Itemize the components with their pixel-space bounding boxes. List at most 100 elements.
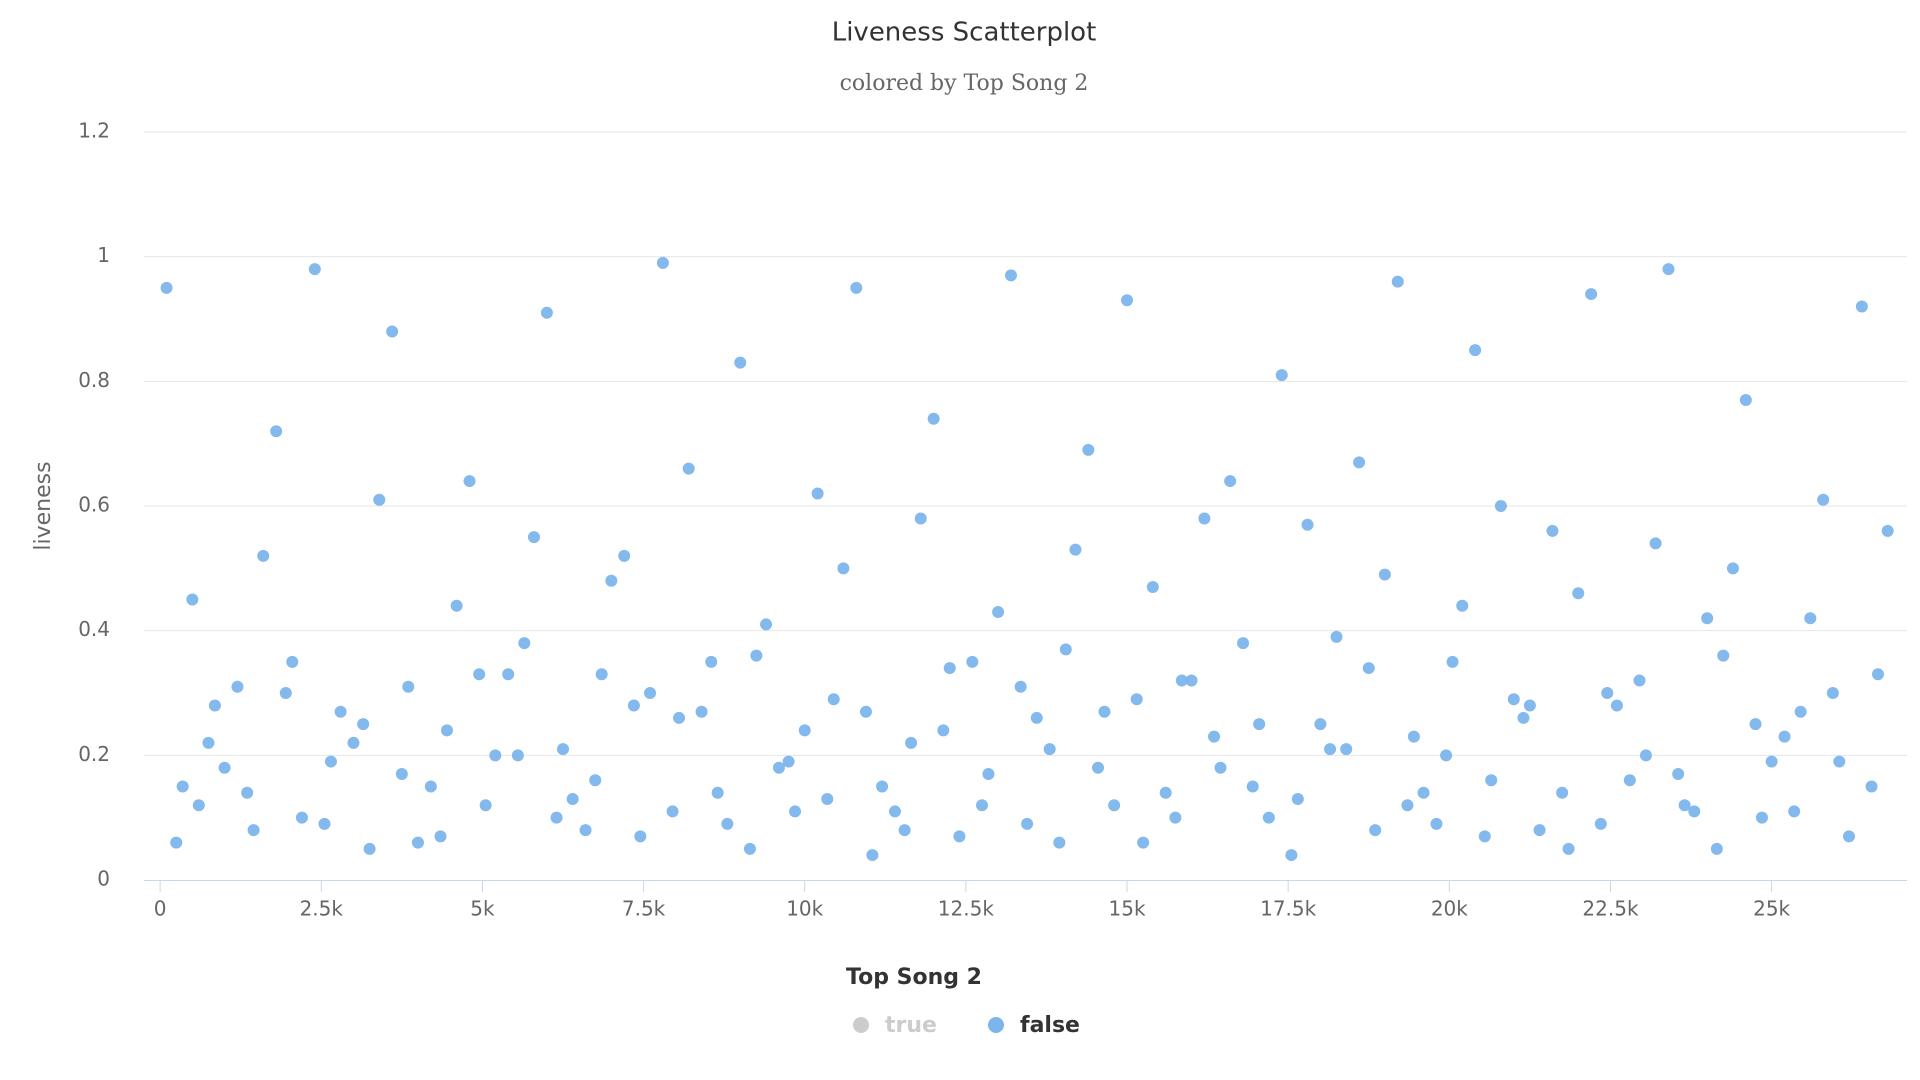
- x-tick-label: 0: [154, 897, 167, 921]
- data-point: [334, 705, 347, 718]
- data-point: [463, 475, 476, 488]
- data-point: [1594, 817, 1607, 830]
- legend-marker[interactable]: [853, 1017, 869, 1033]
- legend-marker[interactable]: [988, 1017, 1004, 1033]
- data-point: [1842, 830, 1855, 843]
- data-point: [1053, 836, 1066, 849]
- data-point: [527, 531, 540, 544]
- data-point: [1469, 344, 1482, 357]
- y-tick-label: 1.2: [78, 119, 110, 143]
- data-point: [1069, 543, 1082, 556]
- data-point: [937, 724, 950, 737]
- data-point: [1865, 780, 1878, 793]
- data-point: [440, 724, 453, 737]
- data-point: [644, 687, 657, 699]
- data-point: [550, 811, 563, 824]
- data-point: [1340, 743, 1353, 756]
- x-tick-label: 5k: [470, 897, 495, 921]
- legend-title: Top Song 2: [846, 965, 982, 990]
- data-point: [1121, 294, 1134, 307]
- data-point: [760, 618, 773, 631]
- data-point: [1717, 649, 1730, 662]
- data-point: [1098, 705, 1111, 718]
- data-point: [789, 805, 802, 818]
- data-point: [750, 649, 763, 662]
- data-point: [1253, 718, 1266, 731]
- data-point: [1043, 743, 1056, 756]
- data-point: [170, 836, 183, 849]
- data-point: [1224, 475, 1237, 488]
- y-tick-label: 0.4: [78, 617, 110, 641]
- data-point: [1456, 599, 1469, 612]
- data-point: [357, 718, 370, 731]
- data-point: [1788, 805, 1801, 818]
- data-point: [1523, 699, 1536, 712]
- data-point: [1246, 780, 1259, 793]
- data-point: [1639, 749, 1652, 762]
- data-point: [1378, 568, 1391, 581]
- data-point: [1291, 792, 1304, 805]
- data-point: [1546, 524, 1559, 537]
- data-point: [1755, 811, 1768, 824]
- data-point: [673, 711, 686, 724]
- data-point: [953, 830, 966, 843]
- data-point: [1833, 755, 1846, 768]
- data-point: [1623, 774, 1636, 787]
- data-point: [1417, 786, 1430, 799]
- data-point: [1533, 824, 1546, 837]
- data-point: [1701, 612, 1714, 625]
- data-point: [1401, 799, 1414, 812]
- data-point: [1021, 817, 1034, 830]
- data-point: [1301, 518, 1314, 531]
- data-point: [975, 799, 988, 812]
- data-point: [411, 836, 424, 849]
- data-point: [473, 668, 486, 681]
- data-point: [1446, 655, 1459, 668]
- data-point: [1198, 512, 1211, 525]
- x-tick-label: 7.5k: [622, 897, 666, 921]
- data-point: [1391, 275, 1404, 288]
- data-point: [811, 487, 824, 500]
- data-point: [1275, 369, 1288, 382]
- data-point: [424, 780, 437, 793]
- data-point: [1794, 705, 1807, 718]
- data-point: [966, 655, 979, 668]
- data-point: [589, 774, 602, 787]
- legend-label[interactable]: true: [885, 1013, 937, 1038]
- data-point: [992, 605, 1005, 618]
- data-point: [518, 637, 531, 650]
- data-point: [1440, 749, 1453, 762]
- x-tick-label: 22.5k: [1582, 897, 1639, 921]
- data-point: [257, 549, 270, 562]
- data-point: [1485, 774, 1498, 787]
- data-point: [1285, 849, 1298, 862]
- data-point: [1494, 500, 1507, 512]
- data-point: [1014, 680, 1027, 693]
- y-tick-label: 1: [97, 243, 110, 267]
- data-point: [827, 693, 840, 706]
- data-point: [202, 736, 215, 749]
- data-point: [1330, 630, 1343, 643]
- data-point: [656, 256, 669, 269]
- data-point: [511, 749, 524, 762]
- data-point: [634, 830, 647, 843]
- data-point: [1562, 842, 1575, 855]
- data-point: [1881, 524, 1894, 537]
- data-point: [402, 680, 415, 693]
- data-point: [434, 830, 447, 843]
- data-point: [1082, 443, 1095, 456]
- data-point: [1710, 842, 1723, 855]
- data-point: [450, 599, 463, 612]
- data-point: [363, 842, 376, 855]
- data-point: [1649, 537, 1662, 550]
- data-point: [231, 680, 244, 693]
- data-point: [1146, 581, 1159, 594]
- legend-label[interactable]: false: [1020, 1013, 1080, 1038]
- data-point: [1507, 693, 1520, 706]
- data-point: [711, 786, 724, 799]
- data-point: [1369, 824, 1382, 837]
- data-point: [943, 662, 956, 675]
- data-point: [1662, 263, 1675, 276]
- data-point: [1572, 587, 1585, 600]
- data-point: [1004, 269, 1017, 282]
